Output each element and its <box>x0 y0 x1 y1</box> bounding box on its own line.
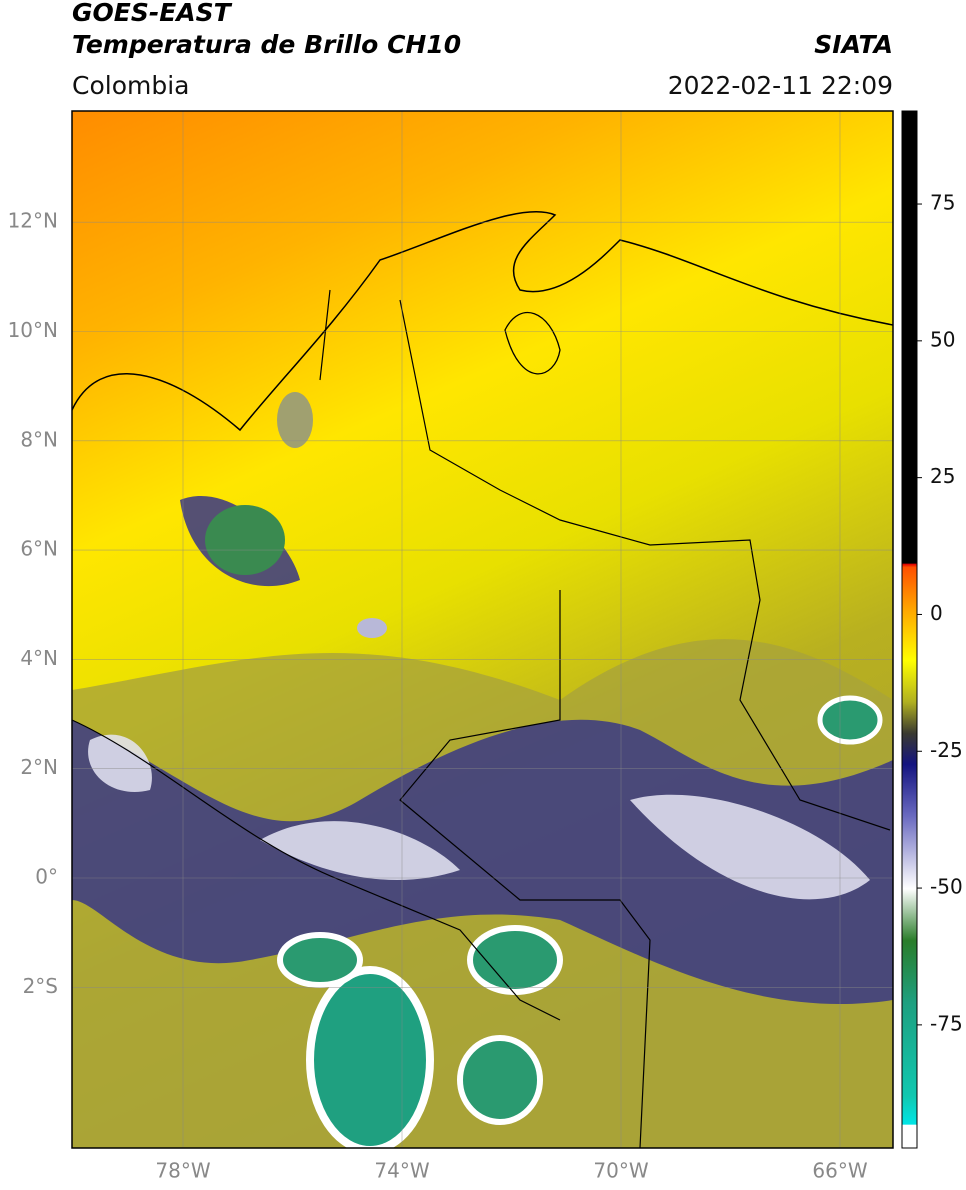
satellite-image <box>72 111 893 1148</box>
colorbar-tick-label: 25 <box>930 464 955 488</box>
title: Temperatura de Brillo CH10 <box>72 30 461 59</box>
colorbar-tick-label: -50 <box>930 875 963 899</box>
datetime: 2022-02-11 22:09 <box>668 71 893 100</box>
colorbar-tick-label: 0 <box>930 601 943 625</box>
lat-tick-label: 8°N <box>20 427 58 451</box>
map-frame <box>71 110 894 1149</box>
title: GOES-EAST <box>72 0 233 27</box>
lon-tick-label: 74°W <box>374 1159 429 1183</box>
lon-tick-label: 66°W <box>812 1159 867 1183</box>
lat-tick-label: 4°N <box>20 646 58 670</box>
lat-tick-label: 6°N <box>20 537 58 561</box>
lat-tick-label: 10°N <box>8 318 58 342</box>
lat-tick-label: 0° <box>35 865 58 889</box>
lat-tick-label: 2°N <box>20 755 58 779</box>
lat-tick-label: 2°S <box>23 974 58 998</box>
colorbar-tick-label: -75 <box>930 1011 963 1035</box>
grid <box>72 111 893 1148</box>
lat-tick-label: 12°N <box>8 209 58 233</box>
lon-tick-label: 78°W <box>155 1159 210 1183</box>
colorbar-tick-label: 75 <box>930 191 955 215</box>
region: Colombia <box>72 71 189 100</box>
lon-tick-label: 70°W <box>593 1159 648 1183</box>
colorbar <box>901 110 918 1149</box>
colorbar-tick-label: -25 <box>930 738 963 762</box>
colorbar-tick-label: 50 <box>930 327 955 351</box>
source: SIATA <box>814 30 893 59</box>
